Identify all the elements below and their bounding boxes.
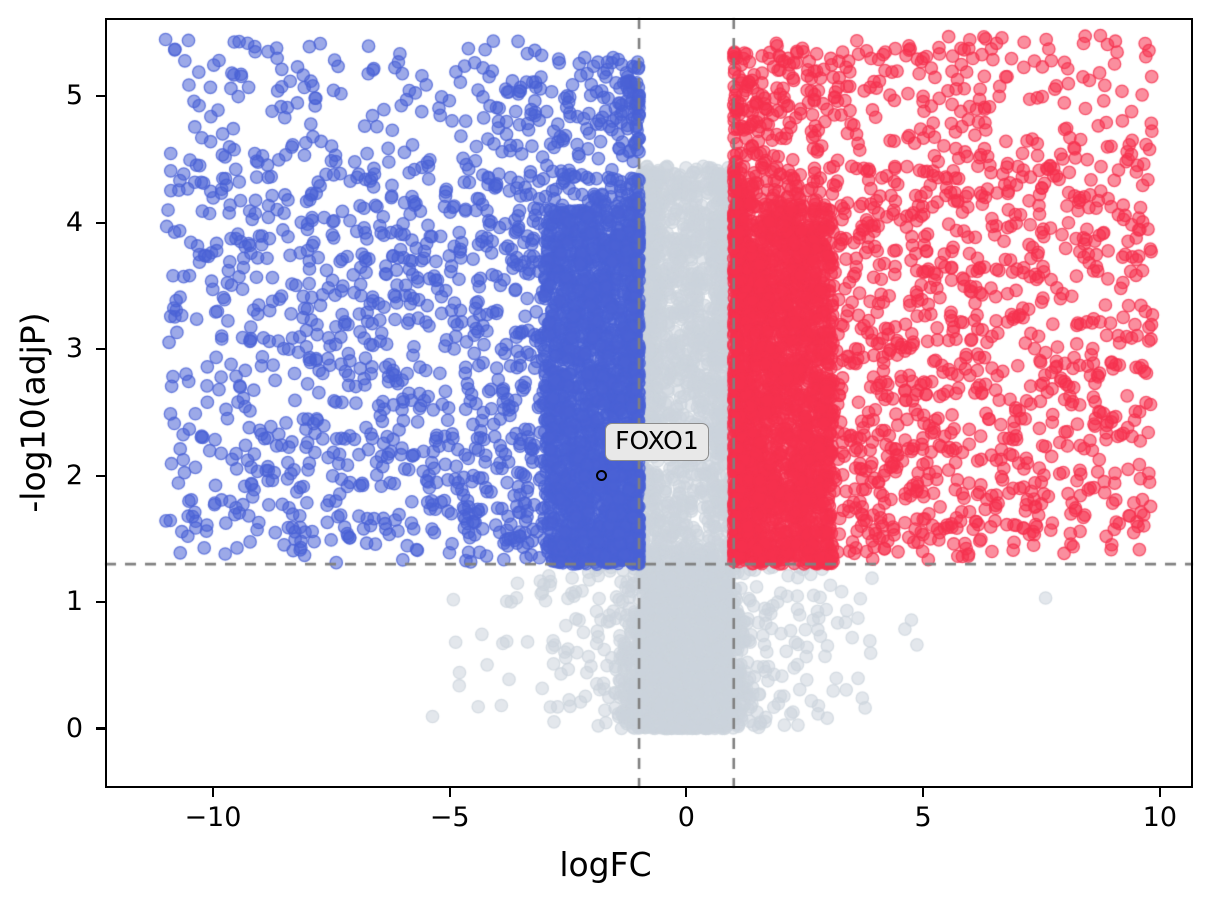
x-tick-label: −10: [184, 802, 242, 833]
gene-annotation-marker: [595, 470, 607, 482]
y-tick-mark: [96, 221, 105, 224]
y-tick-label: 2: [65, 459, 83, 491]
x-tick-label: 0: [677, 802, 695, 833]
x-tick-mark: [448, 788, 451, 797]
y-tick-mark: [96, 95, 105, 98]
x-tick-mark: [685, 788, 688, 797]
y-tick-label: 3: [65, 333, 83, 365]
x-tick-mark: [1158, 788, 1161, 797]
y-tick-mark: [96, 601, 105, 604]
y-tick-mark: [96, 348, 105, 351]
x-axis-label: logFC: [559, 845, 652, 884]
x-tick-mark: [922, 788, 925, 797]
gene-annotation-label: FOXO1: [605, 422, 709, 461]
y-tick-label: 4: [65, 206, 83, 238]
y-tick-mark: [96, 474, 105, 477]
y-axis-label: -log10(adjP): [13, 312, 53, 513]
y-tick-mark: [96, 727, 105, 730]
y-tick-label: 1: [65, 586, 83, 618]
x-tick-label: 10: [1142, 802, 1178, 833]
x-tick-mark: [211, 788, 215, 797]
y-tick-label: 0: [65, 712, 83, 744]
x-tick-label: 5: [914, 802, 932, 833]
x-tick-label: −5: [429, 802, 470, 833]
y-tick-label: 5: [65, 80, 83, 112]
